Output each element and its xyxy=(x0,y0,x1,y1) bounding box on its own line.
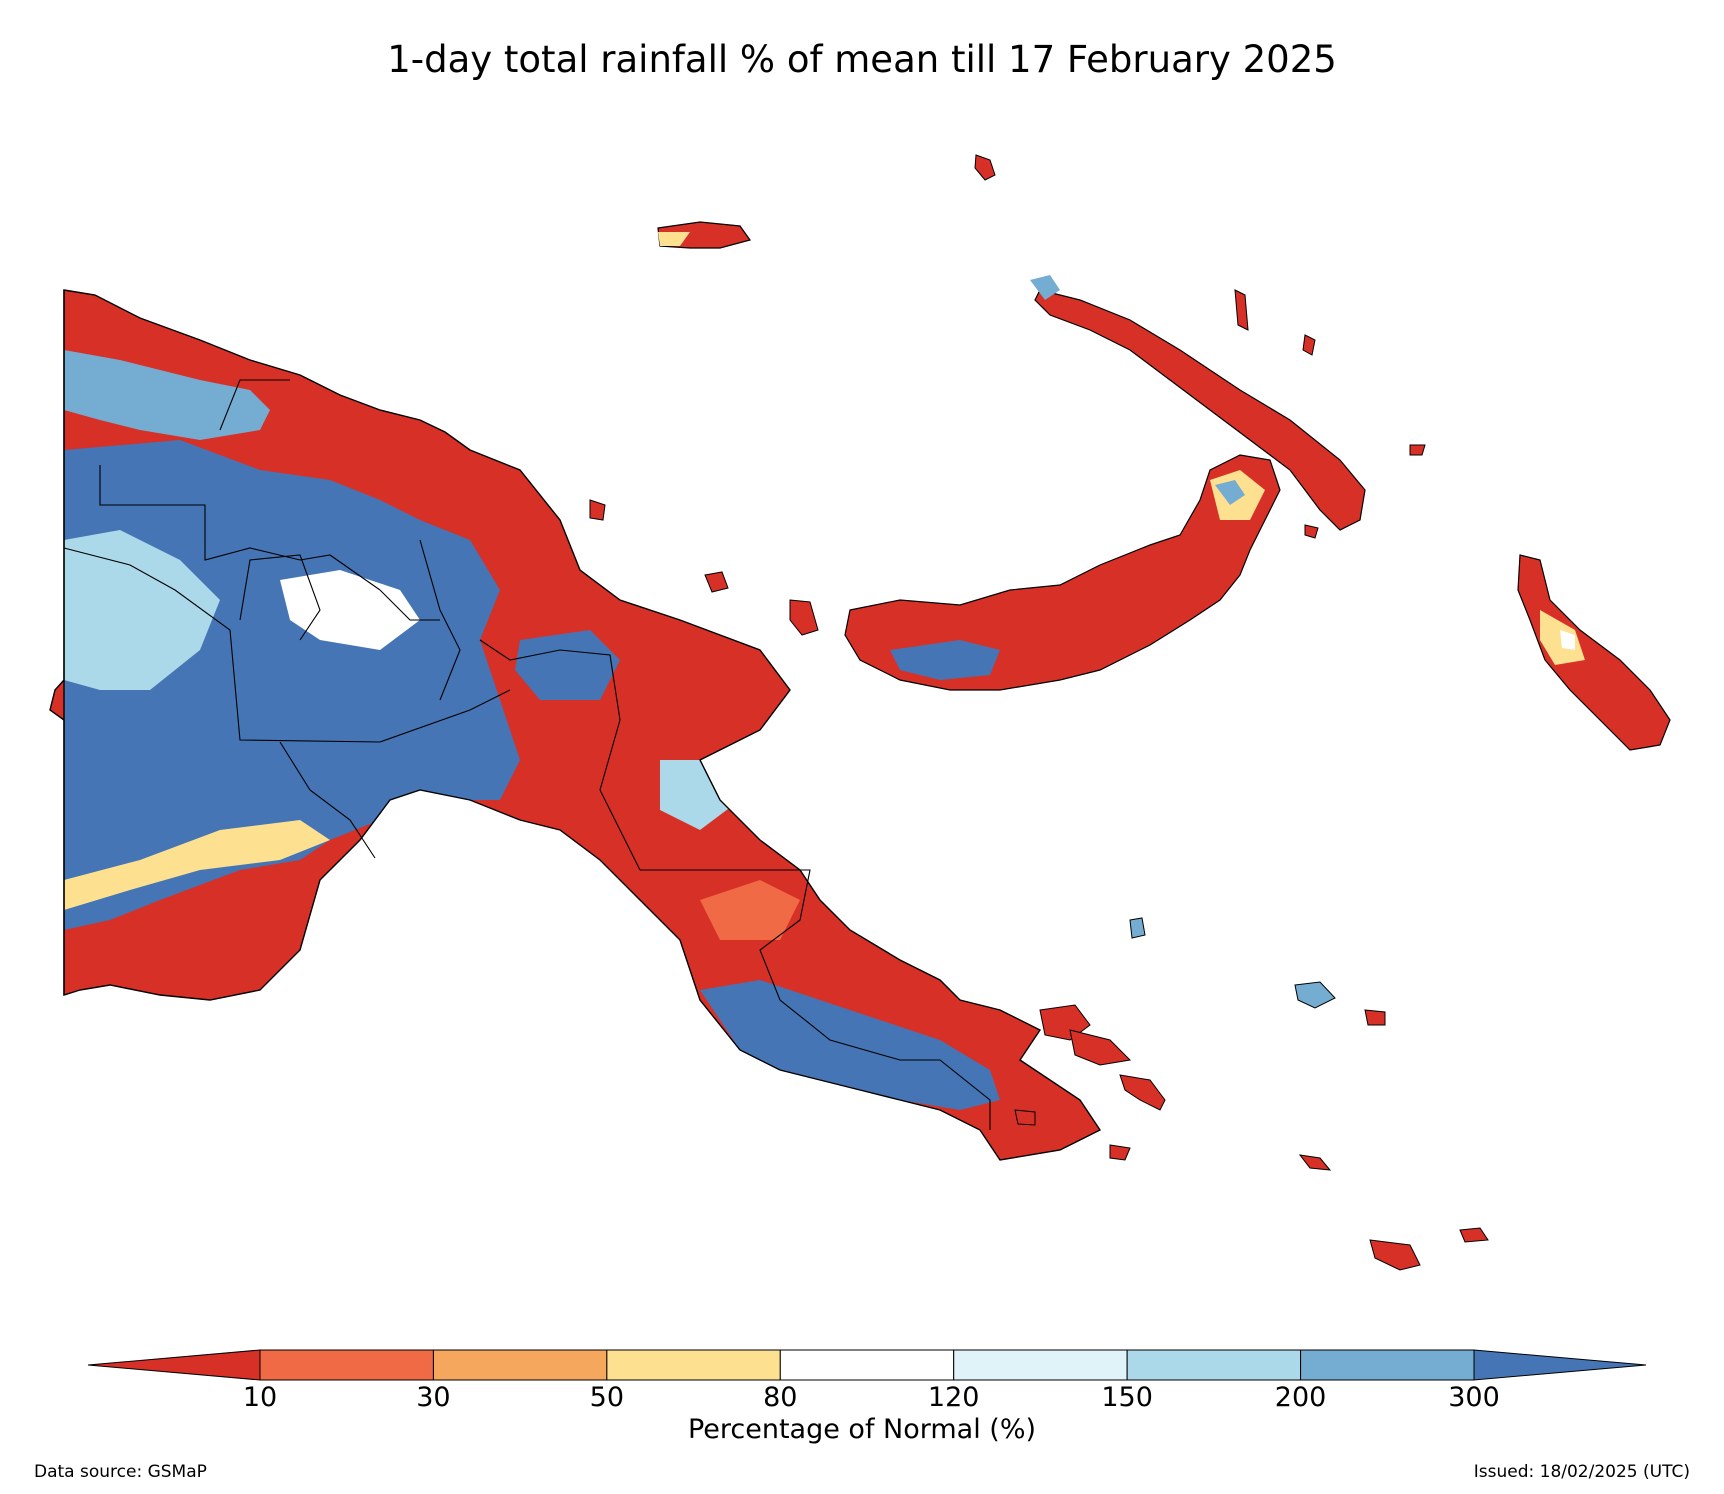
colorbar-tick-label: 200 xyxy=(1274,1382,1327,1413)
small-islands-blue xyxy=(1129,917,1336,1009)
colorbar-bin xyxy=(953,1349,1128,1381)
colorbar-bin xyxy=(606,1349,781,1381)
colorbar-bin xyxy=(1300,1349,1475,1381)
colorbar-tick-label: 50 xyxy=(589,1382,625,1413)
colorbar-bin xyxy=(779,1349,955,1381)
mainland-outline xyxy=(49,289,1102,1161)
new-britain-blue-patch xyxy=(890,640,1000,680)
colorbar-label: Percentage of Normal (%) xyxy=(687,1414,1037,1445)
issued-date: Issued: 18/02/2025 (UTC) xyxy=(1473,1462,1690,1482)
colorbar-tick-label: 150 xyxy=(1101,1382,1153,1413)
colorbar-tick-label: 30 xyxy=(416,1382,451,1413)
new-britain-blue-small xyxy=(1215,480,1245,505)
new-ireland-blue-tip xyxy=(1030,275,1060,300)
orange-zone-mid xyxy=(700,880,800,940)
map-title: 1-day total rainfall % of mean till 17 F… xyxy=(387,38,1337,81)
colorbar-bin xyxy=(259,1349,434,1381)
colorbar-bin xyxy=(1126,1349,1302,1381)
rainfall-map xyxy=(49,154,1671,1271)
blue-zone-east xyxy=(700,980,1000,1110)
light-zone-west xyxy=(64,530,220,690)
new-britain-island xyxy=(844,454,1281,691)
bougainville-white-patch xyxy=(1560,630,1575,650)
colorbar-tick-label: 300 xyxy=(1448,1382,1500,1413)
colorbar-bin xyxy=(432,1349,608,1381)
white-zone-central xyxy=(280,570,420,650)
colorbar-tick-label: 120 xyxy=(927,1382,980,1413)
new-ireland-island xyxy=(1030,275,1366,531)
colorbar-tick-label: 80 xyxy=(763,1382,798,1413)
manus-island xyxy=(657,221,751,249)
yellow-band-south xyxy=(64,820,330,910)
colorbar-high-extension xyxy=(1473,1349,1647,1381)
colorbar-low-extension xyxy=(87,1349,261,1381)
data-source: Data source: GSMaP xyxy=(34,1462,207,1482)
blue-zone-northwest xyxy=(64,350,270,440)
colorbar-tick-label: 10 xyxy=(242,1382,278,1413)
province-borders xyxy=(63,379,991,1130)
blue-zone-center xyxy=(515,630,620,700)
bougainville-island xyxy=(1517,554,1671,751)
small-islands xyxy=(589,154,1489,1271)
